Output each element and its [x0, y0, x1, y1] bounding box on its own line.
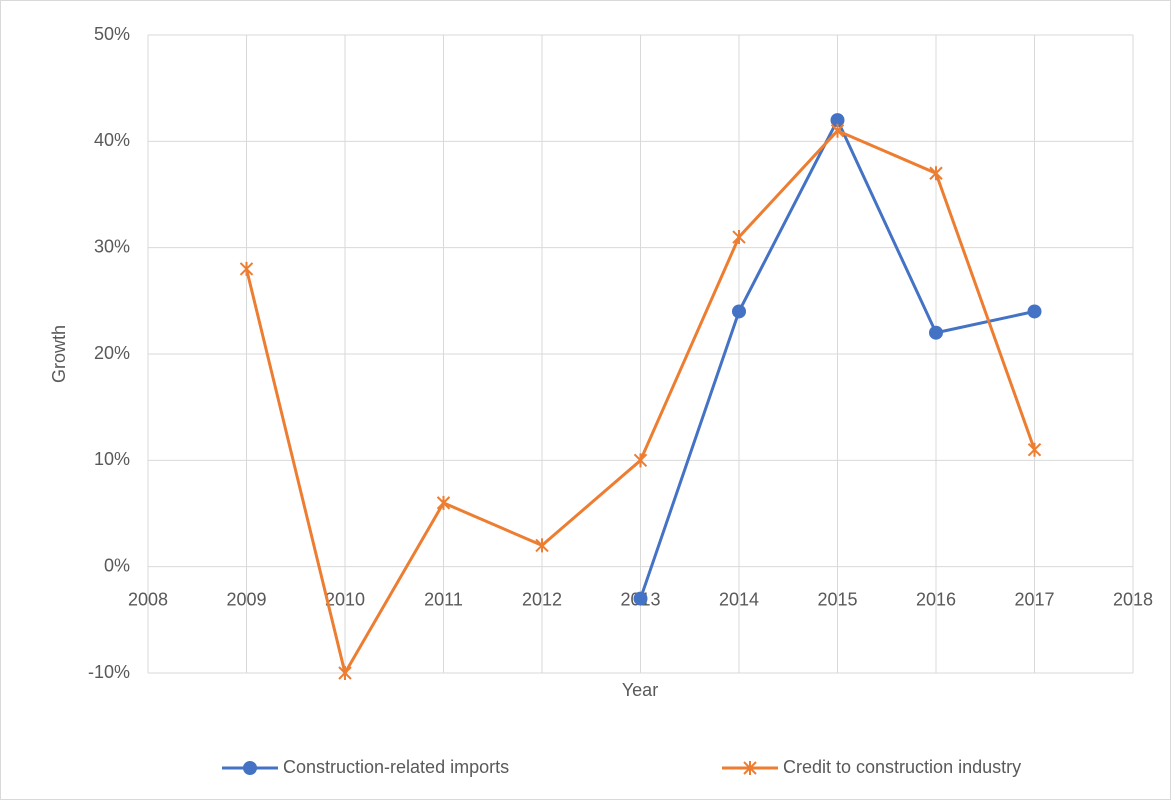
marker — [732, 304, 746, 319]
marker — [732, 230, 746, 245]
marker — [1027, 442, 1042, 457]
marker — [929, 166, 943, 181]
legend-marker — [743, 761, 757, 775]
marker — [929, 325, 943, 340]
x-tick-label: 2012 — [522, 589, 562, 609]
x-tick-label: 2009 — [226, 589, 266, 609]
legend-marker — [243, 761, 257, 775]
marker — [830, 113, 845, 128]
x-tick-label: 2008 — [128, 589, 168, 609]
marker — [338, 666, 352, 680]
y-tick-label: 10% — [94, 449, 130, 469]
y-tick-label: -10% — [88, 662, 130, 682]
x-tick-label: 2011 — [424, 589, 463, 609]
y-tick-label: 30% — [94, 236, 130, 256]
y-tick-label: 0% — [104, 555, 130, 575]
y-tick-label: 20% — [94, 343, 130, 363]
marker — [830, 123, 845, 138]
marker — [535, 538, 549, 553]
legend-label: Credit to construction industry — [783, 757, 1021, 777]
x-tick-label: 2016 — [916, 589, 956, 609]
legend-label: Construction-related imports — [283, 757, 509, 777]
marker — [633, 591, 648, 606]
y-tick-label: 50% — [94, 24, 130, 44]
x-tick-label: 2010 — [325, 589, 365, 609]
marker — [633, 453, 648, 468]
marker — [239, 261, 254, 276]
marker — [1027, 304, 1042, 319]
x-tick-label: 2014 — [719, 589, 759, 609]
y-tick-label: 40% — [94, 130, 130, 150]
x-tick-label: 2017 — [1014, 589, 1054, 609]
y-axis-title: Growth — [49, 325, 69, 383]
x-axis-title: Year — [622, 680, 658, 700]
x-tick-label: 2015 — [817, 589, 857, 609]
marker — [436, 495, 451, 510]
x-tick-label: 2018 — [1113, 589, 1153, 609]
